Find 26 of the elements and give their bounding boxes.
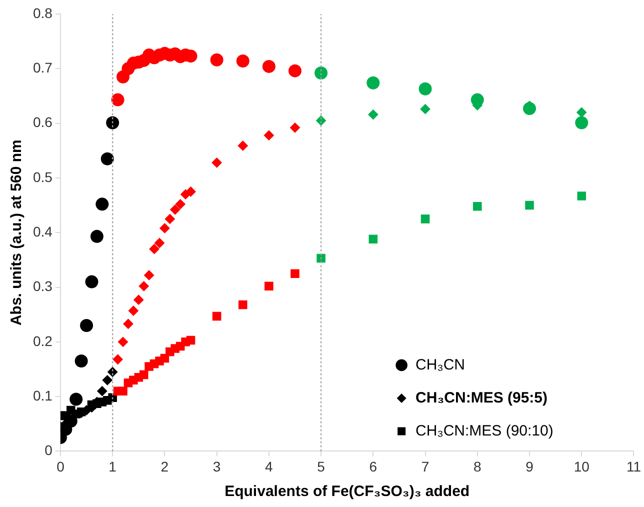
y-tick-label: 0 xyxy=(44,442,53,458)
y-tick-label: 0.7 xyxy=(32,60,53,76)
legend-label: CH₃CN xyxy=(416,356,466,374)
y-tick-label: 0.3 xyxy=(32,278,53,294)
y-tick-label: 0.8 xyxy=(32,4,53,21)
x-axis-title: Equivalents of Fe(CF₃SO₃)₃ added xyxy=(224,483,470,500)
y-axis-title: Abs. units (a.u.) at 560 nm xyxy=(8,140,26,326)
x-tick-label: 7 xyxy=(421,458,430,474)
x-tick-label: 5 xyxy=(317,458,326,474)
x-tick-label: 8 xyxy=(473,458,482,474)
legend-label: CH₃CN:MES (95:5) xyxy=(416,389,548,406)
y-tick-label: 0.2 xyxy=(32,332,53,349)
x-tick-label: 1 xyxy=(108,458,117,474)
x-tick-label: 9 xyxy=(526,458,534,474)
y-tick-label: 0.4 xyxy=(32,223,53,240)
y-tick-label: 0.6 xyxy=(32,114,53,130)
x-tick-label: 0 xyxy=(56,458,65,474)
x-tick-label: 4 xyxy=(265,458,274,474)
y-tick-label: 0.1 xyxy=(32,387,53,404)
x-tick-label: 6 xyxy=(369,458,378,474)
x-tick-label: 11 xyxy=(626,458,642,474)
x-tick-label: 2 xyxy=(160,458,169,474)
x-tick-label: 3 xyxy=(212,458,221,474)
y-tick-label: 0.5 xyxy=(32,168,53,185)
legend-label: CH₃CN:MES (90:10) xyxy=(416,422,554,440)
x-tick-label: 10 xyxy=(574,458,590,474)
